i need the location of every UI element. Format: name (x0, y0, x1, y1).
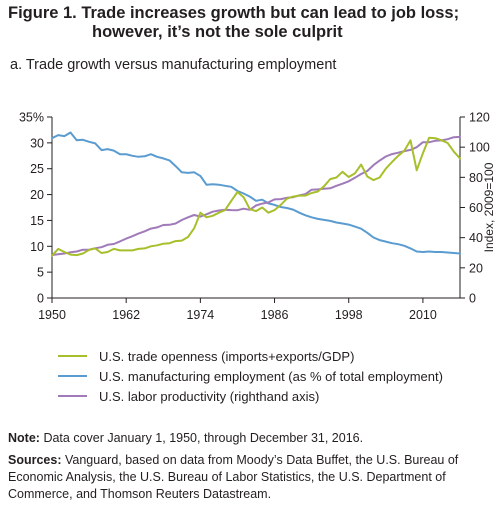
note-label: Note: (8, 431, 40, 445)
legend-label: U.S. trade openness (imports+exports/GDP… (99, 348, 355, 364)
legend-item: U.S. labor productivity (righthand axis) (58, 386, 443, 406)
legend-label: U.S. manufacturing employment (as % of t… (99, 368, 443, 384)
x-tick-label: 2010 (409, 308, 437, 322)
left-y-tick-label: 20 (30, 188, 44, 202)
legend-item: U.S. trade openness (imports+exports/GDP… (58, 346, 443, 366)
sources-label: Sources: (8, 453, 62, 467)
sources-text: Vanguard, based on data from Moody’s Dat… (8, 453, 459, 501)
right-y-tick-label: 20 (469, 261, 483, 275)
right-y-tick-label: 0 (469, 292, 476, 306)
x-tick-label: 1974 (186, 308, 214, 322)
left-y-tick-label: 10 (30, 240, 44, 254)
data-note: Note: Data cover January 1, 1950, throug… (8, 431, 363, 445)
left-y-tick-label: 25 (30, 162, 44, 176)
right-y-tick-label: 60 (469, 201, 483, 215)
legend-label: U.S. labor productivity (righthand axis) (99, 388, 320, 404)
right-y-tick-label: 120 (469, 111, 490, 125)
x-tick-label: 1962 (112, 308, 140, 322)
note-text: Data cover January 1, 1950, through Dece… (43, 431, 364, 445)
legend-swatch (58, 355, 87, 357)
chart-legend: U.S. trade openness (imports+exports/GDP… (58, 346, 443, 406)
figure-title: Figure 1. Trade increases growth but can… (8, 4, 496, 42)
x-tick-label: 1998 (335, 308, 363, 322)
right-y-tick-label: 40 (469, 231, 483, 245)
figure-title-line2: however, it’s not the sole culprit (92, 23, 343, 41)
legend-swatch (58, 395, 87, 397)
x-tick-label: 1986 (261, 308, 289, 322)
line-chart: 35% 30 25 20 15 10 5 0 120 100 80 60 40 20 0 1950 1962 19… (19, 111, 496, 323)
left-y-tick-label: 15 (30, 214, 44, 228)
left-y-tick-label: 35% (19, 111, 44, 125)
data-sources: Sources: Vanguard, based on data from Mo… (8, 452, 496, 503)
left-y-tick-label: 30 (30, 136, 44, 150)
manufacturing-employment-line (51, 131, 461, 255)
labor-productivity-line (51, 135, 461, 256)
x-tick-label: 1950 (38, 308, 66, 322)
trade-openness-line (51, 136, 461, 257)
right-y-axis-label: Index, 2009=100 (482, 162, 496, 252)
legend-item: U.S. manufacturing employment (as % of t… (58, 366, 443, 386)
chart-subtitle: a. Trade growth versus manufacturing emp… (10, 57, 337, 73)
left-y-tick-label: 0 (37, 292, 44, 306)
legend-swatch (58, 375, 87, 377)
left-y-tick-label: 5 (37, 266, 44, 280)
right-y-tick-label: 100 (469, 141, 490, 155)
right-y-tick-label: 80 (469, 171, 483, 185)
figure-title-line1: Figure 1. Trade increases growth but can… (8, 4, 460, 22)
